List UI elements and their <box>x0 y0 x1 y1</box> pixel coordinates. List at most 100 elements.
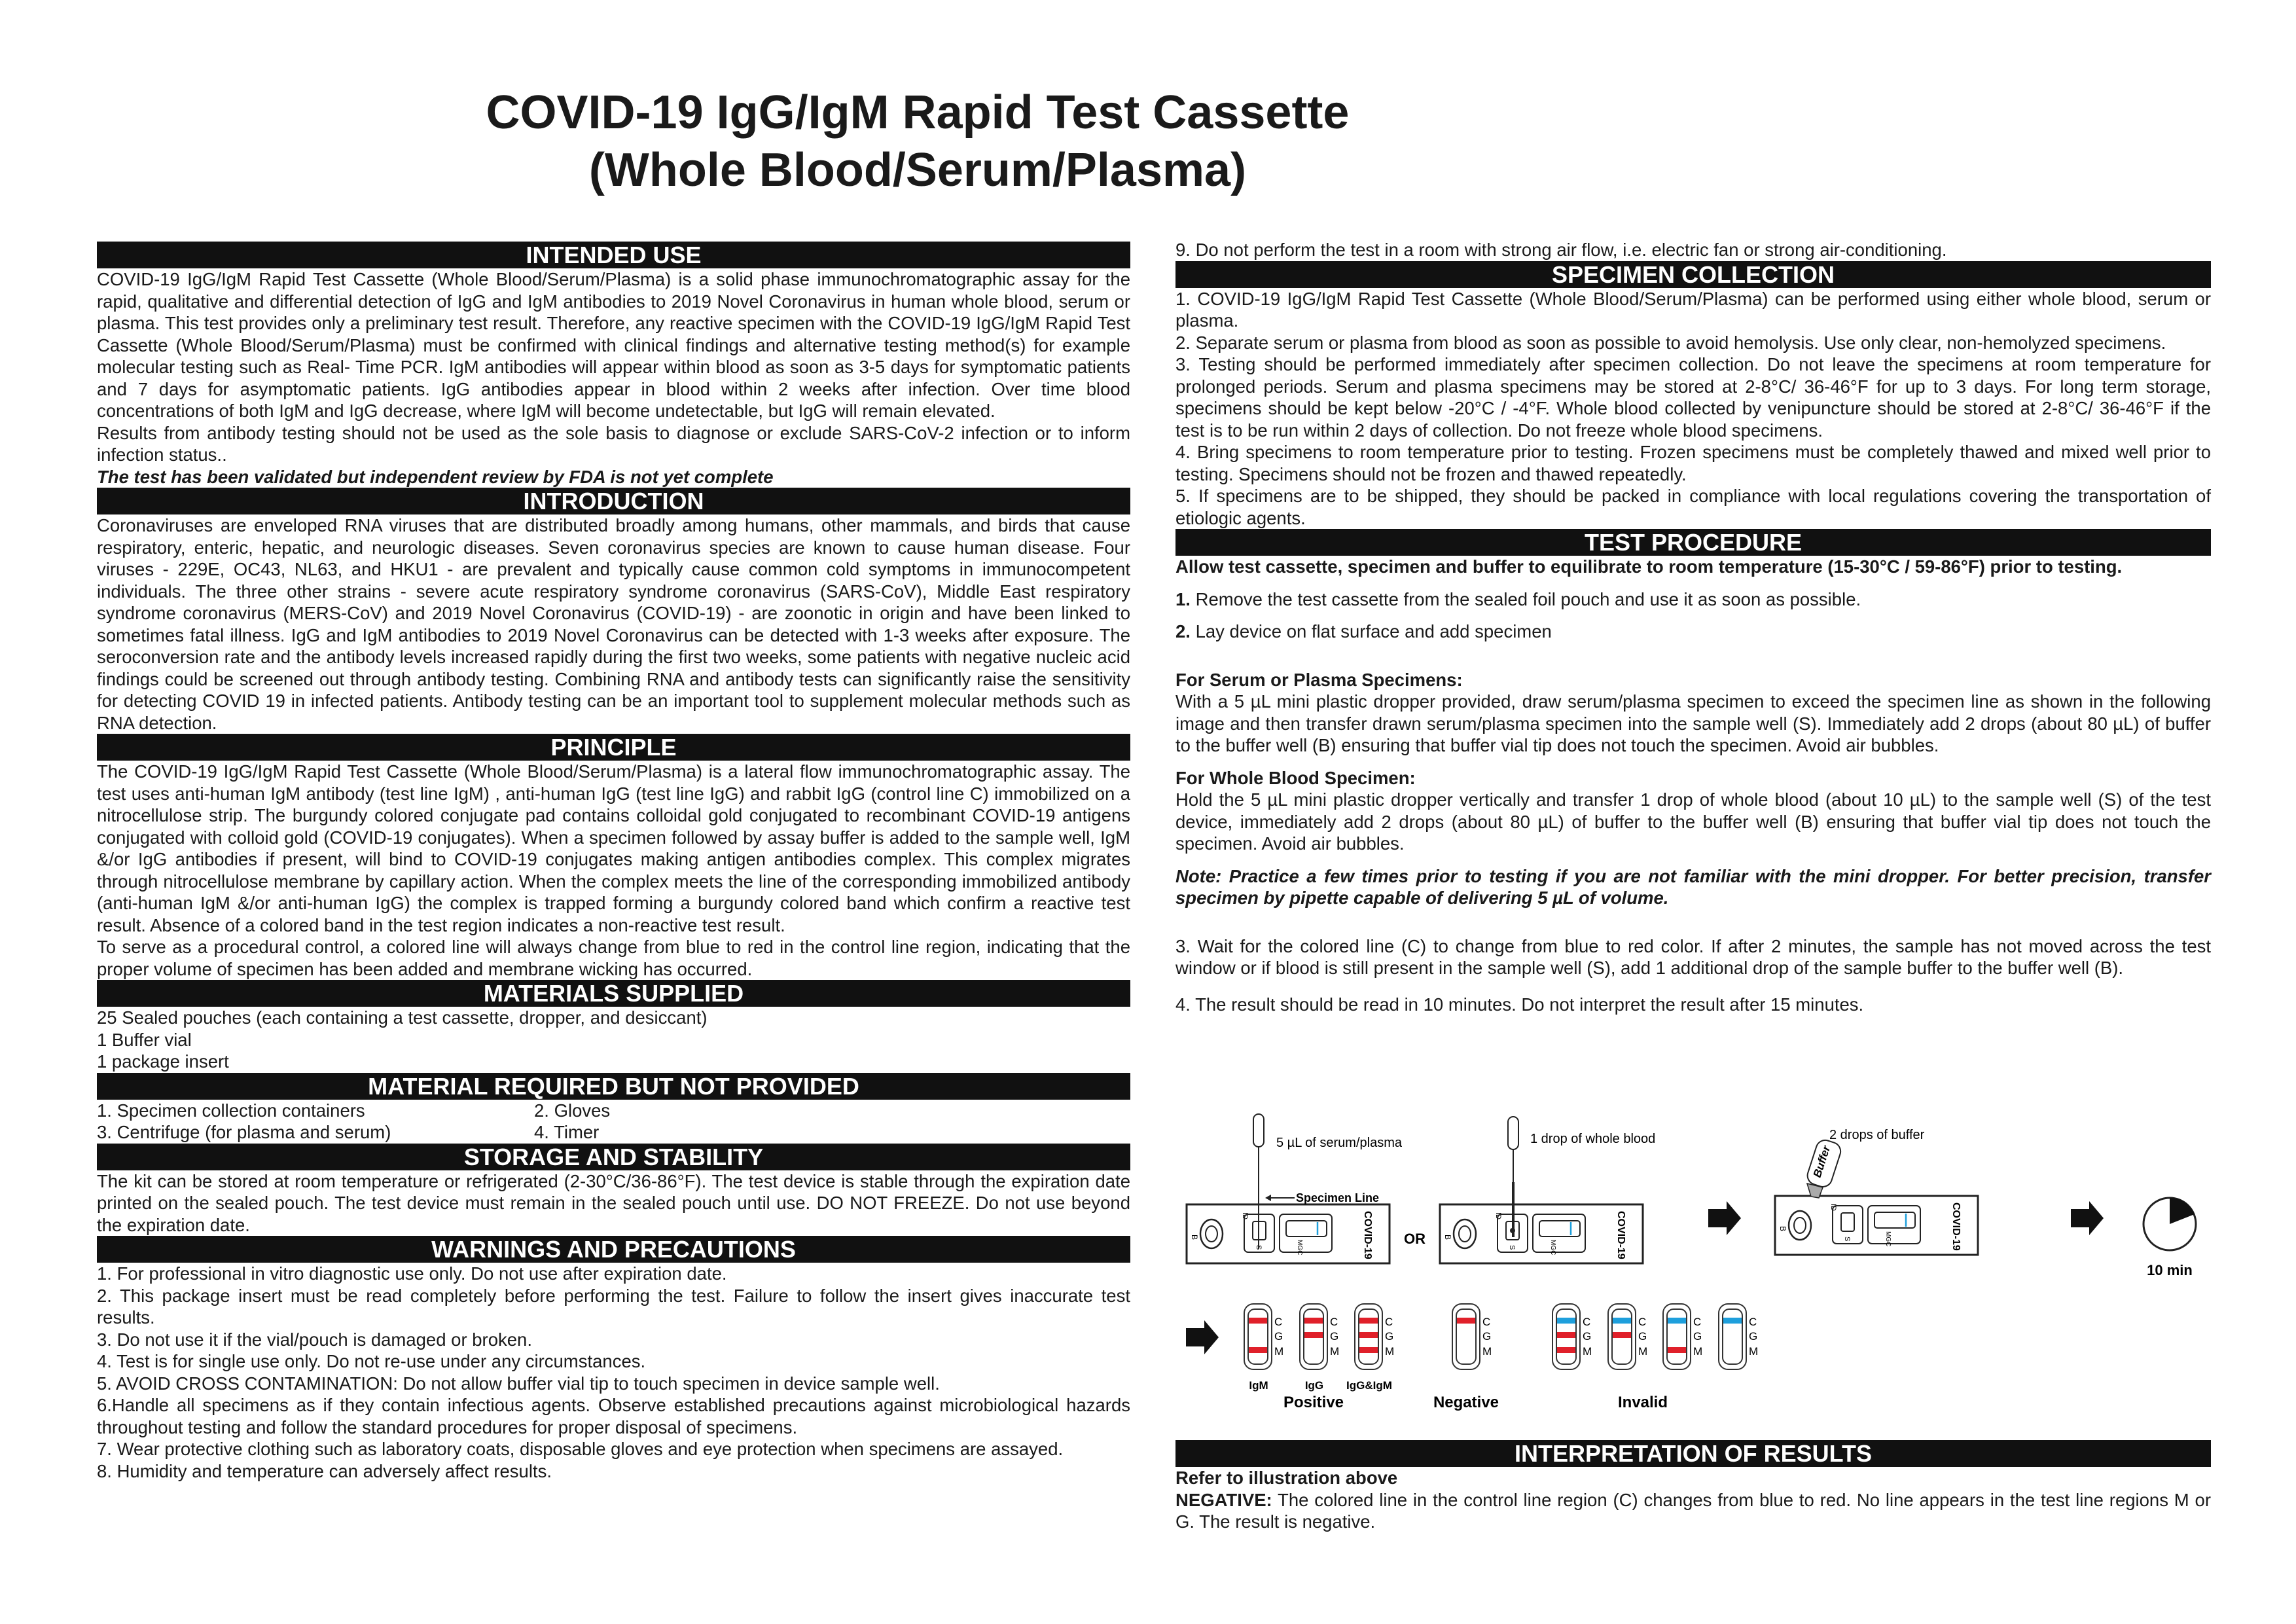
arrow-icon <box>2071 1201 2104 1235</box>
result-line-c <box>1249 1318 1267 1324</box>
sample-well-frame <box>1832 1205 1863 1244</box>
interpretation-heading: INTERPRETATION OF RESULTS <box>1175 1440 2211 1467</box>
warning-item: 1. For professional in vitro diagnostic … <box>97 1263 727 1284</box>
result-window-frame <box>1279 1214 1333 1253</box>
cassette-brand: COVID-19 <box>1362 1211 1373 1259</box>
title-line-1: COVID-19 IgG/IgM Rapid Test Cassette <box>486 86 1350 139</box>
buffer-well-inner <box>1205 1225 1218 1242</box>
line-letter: M <box>1274 1345 1283 1358</box>
result-strip-window <box>1722 1308 1743 1365</box>
result-line-m <box>1359 1347 1378 1353</box>
line-letter: M <box>1749 1345 1758 1358</box>
line-letter: M <box>1330 1345 1339 1358</box>
specimen-line-arrowhead <box>1265 1195 1271 1201</box>
serum-text: With a 5 µL mini plastic dropper provide… <box>1175 691 2211 755</box>
step-number: 1. <box>1175 588 1191 609</box>
line-letter: C <box>1693 1316 1701 1328</box>
blood-label: 1 drop of whole blood <box>1530 1132 1655 1146</box>
result-strip-window <box>1456 1308 1477 1365</box>
result-line-c <box>1304 1318 1323 1324</box>
step-number: 2. <box>1175 621 1191 641</box>
line-letter: G <box>1749 1330 1757 1343</box>
result-line-c <box>1723 1318 1742 1324</box>
materials-supplied-item: 25 Sealed pouches (each containing a tes… <box>97 1007 708 1028</box>
intended-use-text-2: Results from antibody testing should not… <box>97 422 1130 465</box>
line-letter: C <box>1749 1316 1757 1328</box>
line-letter: M <box>1638 1345 1647 1358</box>
specimen-line-label: Specimen Line <box>1296 1191 1379 1204</box>
result-strip-window <box>1358 1308 1379 1365</box>
negative-label: Negative <box>1433 1394 1499 1411</box>
introduction-heading: INTRODUCTION <box>97 488 1130 514</box>
line-letter: G <box>1385 1330 1393 1343</box>
line-letter: M <box>1693 1345 1702 1358</box>
strip-label: IgM <box>1249 1379 1268 1392</box>
timer-label: 10 min <box>2147 1262 2193 1278</box>
document-title: COVID-19 IgG/IgM Rapid Test Cassette (Wh… <box>296 84 1539 199</box>
dropper-bulb <box>1253 1113 1265 1147</box>
line-letter: G <box>1583 1330 1591 1343</box>
warning-item: 8. Humidity and temperature can adversel… <box>97 1460 552 1481</box>
right-column: 9. Do not perform the test in a room wit… <box>1175 239 2211 1015</box>
procedure-step-3: 3. Wait for the colored line (C) to chan… <box>1175 935 2211 979</box>
negative-text: The colored line in the control line reg… <box>1175 1489 2211 1532</box>
line-letter: G <box>1330 1330 1338 1343</box>
buffer-bottle <box>1806 1139 1842 1187</box>
result-strip-window <box>1611 1308 1632 1365</box>
serum-label: 5 µL of serum/plasma <box>1276 1136 1403 1150</box>
result-line-m <box>1249 1347 1267 1353</box>
dropper-note: Note: Practice a few times prior to test… <box>1175 865 2211 909</box>
result-line-m <box>1557 1347 1575 1353</box>
line-letter: M <box>1385 1345 1394 1358</box>
result-line-c <box>1613 1318 1631 1324</box>
buffer-label: 2 drops of buffer <box>1829 1128 1925 1142</box>
specimen-item: 3. Testing should be performed immediate… <box>1175 354 2211 441</box>
test-cassette <box>1439 1203 1644 1265</box>
procedure-intro: Allow test cassette, specimen and buffer… <box>1175 556 2123 577</box>
specimen-item: 5. If specimens are to be shipped, they … <box>1175 486 2211 528</box>
result-line-g <box>1557 1332 1575 1338</box>
intended-use-text: COVID-19 IgG/IgM Rapid Test Cassette (Wh… <box>97 269 1130 421</box>
arrow-icon <box>1708 1201 1741 1235</box>
materials-required-heading: MATERIAL REQUIRED BUT NOT PROVIDED <box>97 1072 1130 1100</box>
materials-required-item: 2. Gloves <box>534 1100 611 1121</box>
procedure-step-1: 1. Remove the test cassette from the sea… <box>1175 588 2211 611</box>
introduction-text: Coronaviruses are enveloped RNA viruses … <box>97 515 1130 733</box>
warnings-heading: WARNINGS AND PRECAUTIONS <box>97 1236 1130 1263</box>
specimen-item: 4. Bring specimens to room temperature p… <box>1175 442 2211 484</box>
dropper-bulb <box>1507 1116 1519 1150</box>
result-window-frame <box>1867 1205 1921 1244</box>
cgm-labels: MGC <box>1884 1231 1892 1246</box>
result-line-c <box>1668 1318 1686 1324</box>
step-text: Lay device on flat surface and add speci… <box>1195 621 1552 641</box>
warning-item: 3. Do not use it if the vial/pouch is da… <box>97 1329 532 1350</box>
interpretation-refer: Refer to illustration above <box>1175 1468 1398 1488</box>
warning-item: 9. Do not perform the test in a room wit… <box>1175 240 1947 260</box>
procedure-step-4: 4. The result should be read in 10 minut… <box>1175 994 1864 1015</box>
result-window-frame <box>1532 1214 1586 1253</box>
result-line-g <box>1359 1332 1378 1338</box>
result-line-m <box>1668 1347 1686 1353</box>
cassette-brand: COVID-19 <box>1615 1211 1626 1259</box>
warning-item: 2. This package insert must be read comp… <box>97 1285 1130 1328</box>
cgm-labels: MGC <box>1296 1240 1303 1255</box>
specimen-item: 2. Separate serum or plasma from blood a… <box>1175 332 2166 353</box>
sample-well-s <box>1840 1212 1855 1232</box>
warning-item: 7. Wear protective clothing such as labo… <box>97 1439 1064 1459</box>
result-line-c <box>1557 1318 1575 1324</box>
step-text: Remove the test cassette from the sealed… <box>1195 588 1861 609</box>
result-line-c <box>1359 1318 1378 1324</box>
materials-required-item: 1. Specimen collection containers <box>97 1100 365 1121</box>
well-b-label: B <box>1778 1226 1787 1231</box>
storage-heading: STORAGE AND STABILITY <box>97 1143 1130 1170</box>
invalid-label: Invalid <box>1618 1394 1668 1411</box>
warning-item: 6.Handle all specimens as if they contai… <box>97 1395 1130 1437</box>
result-strip-window <box>1666 1308 1687 1365</box>
strip-label: IgG&IgM <box>1346 1379 1392 1392</box>
well-b-label: B <box>1190 1235 1199 1240</box>
buffer-well <box>1787 1210 1812 1241</box>
interpretation-negative: NEGATIVE: The colored line in the contro… <box>1175 1489 2211 1533</box>
specimen-item: 1. COVID-19 IgG/IgM Rapid Test Cassette … <box>1175 288 2211 331</box>
materials-required-item: 4. Timer <box>534 1122 600 1142</box>
arrow-icon <box>1186 1320 1219 1354</box>
